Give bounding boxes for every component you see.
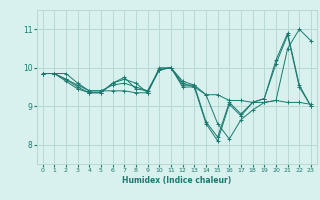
X-axis label: Humidex (Indice chaleur): Humidex (Indice chaleur) (122, 176, 231, 185)
